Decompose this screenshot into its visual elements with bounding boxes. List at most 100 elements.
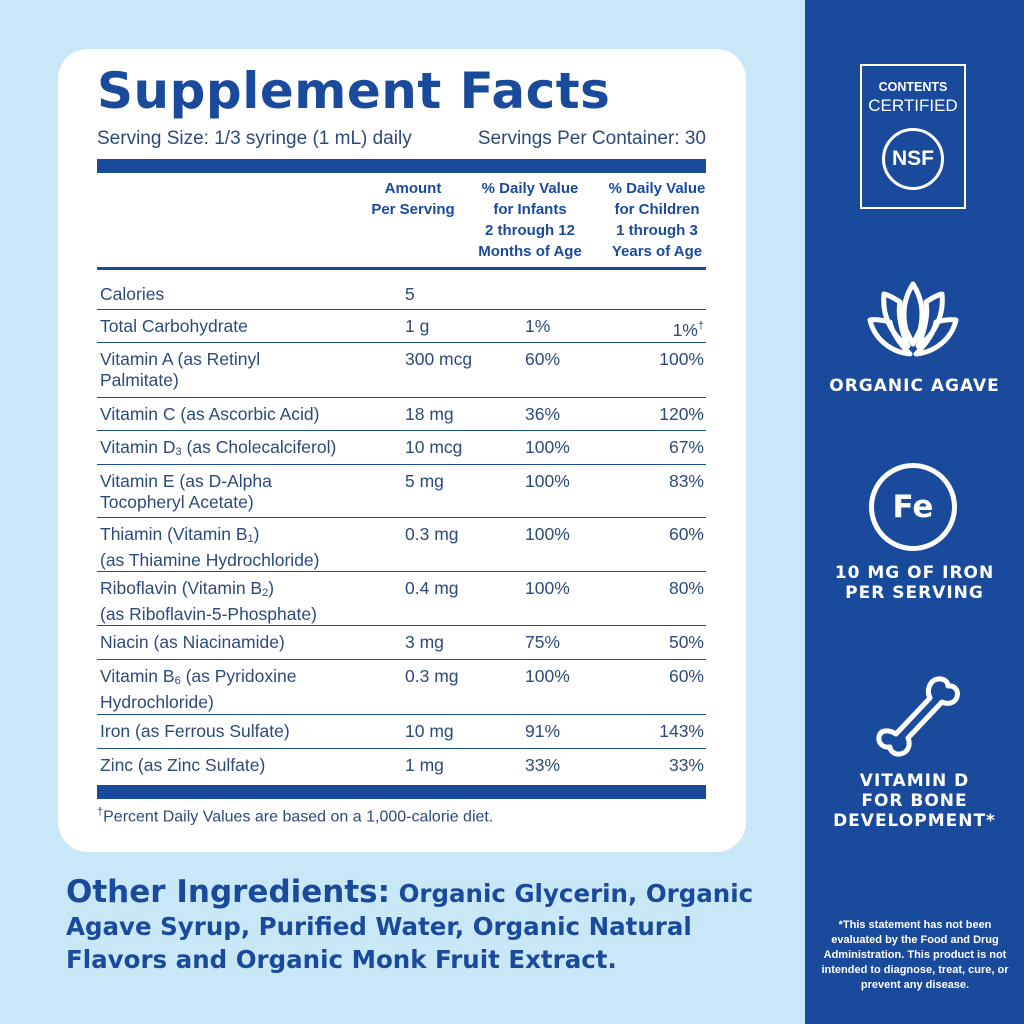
- nutrient-name: Zinc (as Zinc Sulfate): [100, 755, 266, 775]
- dv-infants: 91%: [525, 721, 561, 741]
- table-row: Vitamin A (as Retinyl Palmitate) 300 mcg…: [97, 343, 706, 398]
- header-dv-children: % Daily Value for Children 1 through 3 Y…: [599, 178, 715, 262]
- nutrient-amount: 3 mg: [405, 632, 444, 652]
- dv-children: 83%: [668, 471, 704, 491]
- header-rule: [97, 267, 706, 270]
- dv-infants: 36%: [525, 404, 561, 424]
- table-row: Vitamin B6 (as Pyridoxine Hydrochloride) …: [97, 660, 706, 715]
- organic-agave-caption: ORGANIC AGAVE: [829, 376, 1000, 396]
- row-divider: [97, 516, 706, 518]
- table-row: Riboflavin (Vitamin B2) (as Riboflavin-5-…: [97, 572, 706, 626]
- nutrient-amount: 10 mcg: [405, 437, 463, 457]
- iron-fe-icon: Fe: [869, 463, 957, 551]
- dagger-mark: †: [697, 320, 704, 332]
- dv-children: 143%: [659, 721, 704, 741]
- bone-icon: [876, 676, 960, 757]
- nutrient-amount: 10 mg: [405, 721, 454, 741]
- nutrient-name-line: (as Riboflavin-5-Phosphate): [100, 604, 317, 624]
- nutrient-amount: 0.4 mg: [405, 578, 459, 598]
- bone-caption-line: DEVELOPMENT*: [833, 811, 996, 831]
- nutrient-name-part: ): [253, 524, 260, 544]
- agave-leaf-icon: [867, 281, 959, 357]
- nutrient-name-line: (as Thiamine Hydrochloride): [100, 550, 320, 570]
- table-row: Zinc (as Zinc Sulfate) 1 mg 33% 33%: [97, 749, 706, 785]
- nutrient-name-line: Palmitate): [100, 370, 179, 390]
- iron-caption-line: 10 MG OF IRON: [834, 563, 995, 583]
- header-infants-line: Months of Age: [478, 243, 582, 260]
- nutrient-subscript: 3: [175, 446, 182, 458]
- nutrient-name-part: (as Cholecalciferol): [181, 437, 337, 457]
- top-thick-rule: [97, 159, 706, 173]
- row-divider: [97, 570, 706, 572]
- other-ingredients-label: Other Ingredients:: [66, 874, 391, 910]
- row-divider: [97, 747, 706, 749]
- nutrient-name: Iron (as Ferrous Sulfate): [100, 721, 290, 741]
- row-divider: [97, 341, 706, 343]
- table-row: Total Carbohydrate 1 g 1% 1%†: [97, 310, 706, 343]
- nutrient-name-part: Thiamin (Vitamin B: [100, 524, 248, 544]
- nutrient-subscript: 1: [247, 533, 254, 545]
- bone-caption-line: VITAMIN D: [859, 771, 970, 791]
- dv-children: 60%: [668, 666, 704, 686]
- dagger-mark: †: [97, 806, 104, 818]
- header-dv-infants: % Daily Value for Infants 2 through 12 M…: [472, 178, 588, 262]
- nutrient-name: Total Carbohydrate: [100, 316, 248, 336]
- nutrient-subscript: 2: [262, 587, 269, 599]
- nsf-logo-icon: NSF: [882, 128, 944, 190]
- header-infants-line: % Daily Value: [481, 180, 579, 197]
- table-row: Calories 5: [97, 278, 706, 310]
- dv-children: 100%: [659, 349, 704, 369]
- table-row: Vitamin E (as D-Alpha Tocopheryl Acetate…: [97, 465, 706, 518]
- nutrient-name: Vitamin C (as Ascorbic Acid): [100, 404, 320, 424]
- header-children-line: Years of Age: [611, 243, 703, 260]
- nutrient-name: Thiamin (Vitamin B1) (as Thiamine Hydroch…: [100, 524, 390, 571]
- daily-value-footnote: †Percent Daily Values are based on a 1,0…: [97, 806, 493, 826]
- dv-infants: 33%: [525, 755, 561, 775]
- nutrient-name-part: ): [268, 578, 275, 598]
- nutrient-name: Vitamin D3 (as Cholecalciferol): [100, 437, 390, 463]
- header-amount-per-serving: Amount Per Serving: [366, 178, 460, 220]
- nutrient-subscript: 6: [174, 675, 181, 687]
- iron-caption-line: PER SERVING: [845, 583, 984, 603]
- supplement-facts-title: Supplement Facts: [97, 62, 611, 120]
- table-row: Thiamin (Vitamin B1) (as Thiamine Hydroch…: [97, 518, 706, 572]
- nutrient-amount: 300 mcg: [405, 349, 473, 369]
- iron-caption: 10 MG OF IRON PER SERVING: [805, 563, 1024, 603]
- nsf-contents-label: CONTENTS: [878, 80, 948, 94]
- dv-infants: 1%: [525, 316, 551, 336]
- other-ingredients: Other Ingredients: Organic Glycerin, Org…: [66, 876, 766, 976]
- bottom-thick-rule: [97, 785, 706, 799]
- nutrient-name-line: Vitamin A (as Retinyl: [100, 349, 261, 369]
- row-divider: [97, 713, 706, 715]
- nutrient-name: Vitamin E (as D-Alpha Tocopheryl Acetate…: [100, 471, 390, 513]
- nutrient-amount: 1 g: [405, 316, 430, 336]
- fda-disclaimer: *This statement has not been evaluated b…: [821, 919, 1009, 991]
- nutrient-amount: 0.3 mg: [405, 524, 459, 544]
- other-ingredients-text: Organic Glycerin, Organic Agave Syrup, P…: [66, 879, 754, 974]
- row-divider: [97, 624, 706, 626]
- nutrient-name-line: Vitamin E (as D-Alpha: [100, 471, 272, 491]
- dv-infants: 60%: [525, 349, 561, 369]
- dv-children-value: 1%: [672, 319, 698, 340]
- nutrient-name-line: Tocopheryl Acetate): [100, 492, 254, 512]
- dv-infants: 75%: [525, 632, 561, 652]
- serving-size: Serving Size: 1/3 syringe (1 mL) daily: [97, 128, 412, 149]
- dv-infants: 100%: [525, 524, 570, 544]
- nutrient-amount: 5 mg: [405, 471, 444, 491]
- nutrient-name: Riboflavin (Vitamin B2) (as Riboflavin-5-…: [100, 578, 390, 625]
- nutrient-amount: 1 mg: [405, 755, 444, 775]
- dv-children: 50%: [668, 632, 704, 652]
- dv-children: 67%: [668, 437, 704, 457]
- nutrient-name: Calories: [100, 284, 165, 304]
- nutrient-name-line: Hydrochloride): [100, 692, 214, 712]
- table-row: Niacin (as Niacinamide) 3 mg 75% 50%: [97, 626, 706, 660]
- header-infants-line: 2 through 12: [484, 222, 575, 239]
- footnote-text: Percent Daily Values are based on a 1,00…: [103, 808, 494, 826]
- nutrient-name-part: Vitamin B: [100, 666, 175, 686]
- header-amount-line: Per Serving: [371, 201, 455, 218]
- nutrient-name: Vitamin B6 (as Pyridoxine Hydrochloride): [100, 666, 390, 713]
- dv-children: 120%: [659, 404, 704, 424]
- bone-development-caption: VITAMIN D FOR BONE DEVELOPMENT*: [805, 771, 1024, 831]
- table-row: Vitamin D3 (as Cholecalciferol) 10 mcg 1…: [97, 431, 706, 465]
- row-divider: [97, 429, 706, 431]
